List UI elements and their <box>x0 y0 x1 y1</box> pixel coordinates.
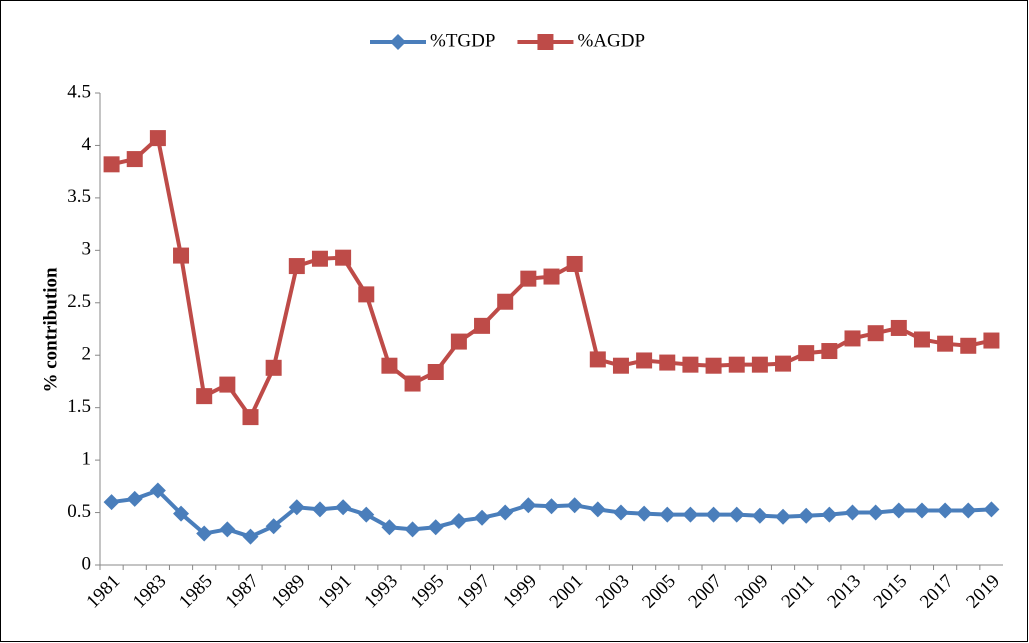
marker <box>844 504 861 521</box>
marker <box>612 357 629 374</box>
marker <box>219 521 236 538</box>
marker <box>520 497 537 514</box>
marker <box>659 506 676 523</box>
y-tick-label: 1.5 <box>67 396 91 417</box>
marker <box>149 482 166 499</box>
marker <box>913 502 930 519</box>
marker <box>983 501 1000 518</box>
legend-label: %AGDP <box>577 30 645 51</box>
marker <box>149 130 166 147</box>
marker <box>913 331 930 348</box>
marker <box>103 494 120 511</box>
marker <box>427 364 444 381</box>
marker <box>775 508 792 525</box>
marker <box>960 502 977 519</box>
y-tick-label: 4 <box>82 134 92 155</box>
y-axis-title: % contribution <box>40 267 61 393</box>
marker <box>983 332 1000 349</box>
marker <box>751 356 768 373</box>
marker <box>890 319 907 336</box>
marker <box>566 497 583 514</box>
marker <box>682 356 699 373</box>
marker <box>219 376 236 393</box>
marker <box>196 525 213 542</box>
marker <box>728 356 745 373</box>
marker <box>821 343 838 360</box>
marker <box>636 352 653 369</box>
marker <box>937 502 954 519</box>
marker <box>612 504 629 521</box>
marker <box>173 247 190 264</box>
marker <box>288 258 305 275</box>
y-tick-label: 0.5 <box>67 501 91 522</box>
marker <box>242 409 259 426</box>
marker <box>682 506 699 523</box>
marker <box>728 506 745 523</box>
marker <box>937 335 954 352</box>
marker <box>103 156 120 173</box>
marker <box>427 519 444 536</box>
y-tick-label: 3.5 <box>67 186 91 207</box>
marker <box>520 270 537 287</box>
marker <box>636 505 653 522</box>
marker <box>589 351 606 368</box>
marker <box>358 506 375 523</box>
marker <box>381 519 398 536</box>
marker <box>450 333 467 350</box>
marker <box>404 521 421 538</box>
marker <box>867 325 884 342</box>
y-tick-label: 0 <box>82 553 92 574</box>
marker <box>497 293 514 310</box>
marker <box>537 34 554 50</box>
marker <box>311 501 328 518</box>
marker <box>844 330 861 347</box>
marker <box>821 506 838 523</box>
marker <box>867 504 884 521</box>
marker <box>335 249 352 266</box>
marker <box>589 501 606 518</box>
marker <box>126 490 143 507</box>
marker <box>659 354 676 371</box>
marker <box>798 345 815 362</box>
marker <box>358 286 375 303</box>
marker <box>335 499 352 516</box>
y-tick-label: 1 <box>82 448 92 469</box>
marker <box>775 355 792 372</box>
marker <box>497 504 514 521</box>
marker <box>265 359 282 376</box>
y-tick-label: 4.5 <box>67 81 91 102</box>
marker <box>566 255 583 272</box>
marker <box>404 375 421 392</box>
marker <box>196 388 213 405</box>
marker <box>798 507 815 524</box>
marker <box>381 357 398 374</box>
marker <box>265 518 282 535</box>
marker <box>390 34 406 50</box>
marker <box>474 509 491 526</box>
y-tick-label: 2.5 <box>67 291 91 312</box>
marker <box>311 250 328 267</box>
legend-label: %TGDP <box>430 30 495 51</box>
marker <box>751 507 768 524</box>
y-tick-label: 3 <box>82 239 92 260</box>
marker <box>288 499 305 516</box>
marker <box>474 317 491 334</box>
marker <box>705 357 722 374</box>
marker <box>242 528 259 545</box>
marker <box>450 512 467 529</box>
marker <box>543 498 560 515</box>
marker <box>173 505 190 522</box>
y-tick-label: 2 <box>82 344 92 365</box>
marker <box>543 268 560 285</box>
marker <box>705 506 722 523</box>
marker <box>890 502 907 519</box>
marker <box>960 337 977 354</box>
marker <box>126 151 143 168</box>
